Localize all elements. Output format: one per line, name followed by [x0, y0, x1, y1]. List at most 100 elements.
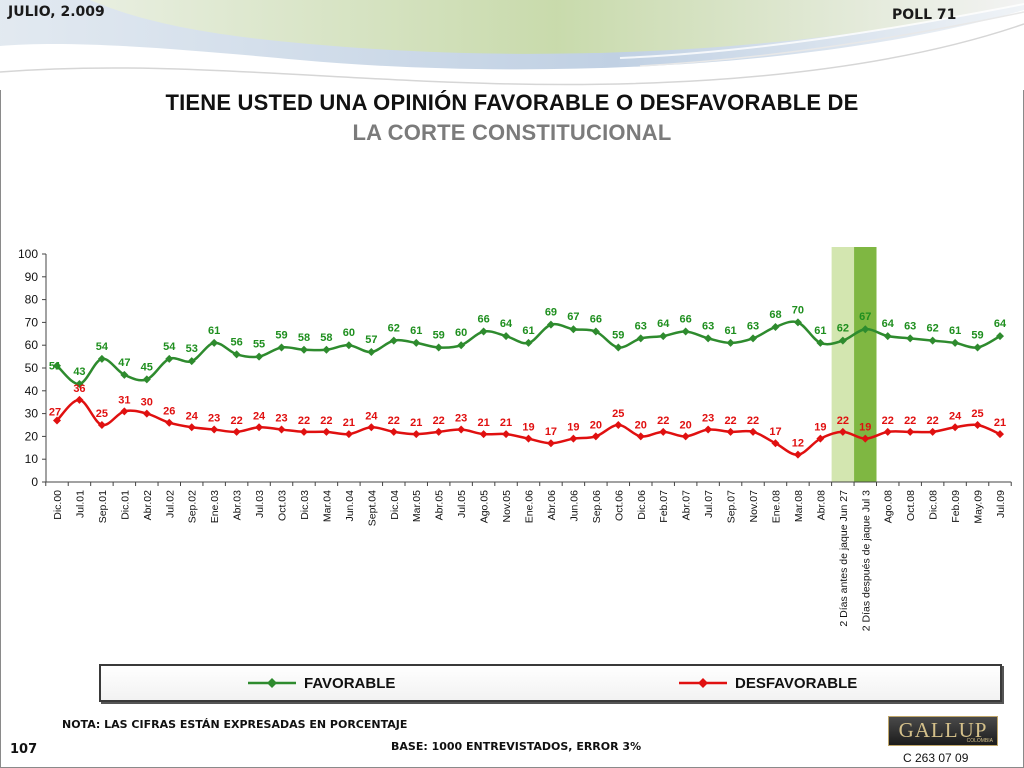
data-point-desfavorable — [591, 432, 600, 441]
data-label-favorable: 63 — [747, 320, 759, 332]
data-label-desfavorable: 24 — [949, 410, 962, 422]
data-point-favorable — [299, 345, 308, 354]
data-point-desfavorable — [928, 427, 937, 436]
data-label-desfavorable: 22 — [927, 415, 939, 427]
x-tick-label: Abr.05 — [434, 490, 446, 521]
data-label-desfavorable: 17 — [545, 426, 557, 438]
data-label-desfavorable: 21 — [500, 417, 512, 429]
data-label-desfavorable: 36 — [73, 383, 85, 395]
data-label-desfavorable: 22 — [837, 415, 849, 427]
data-point-desfavorable — [726, 427, 735, 436]
data-label-favorable: 66 — [680, 314, 692, 326]
data-point-desfavorable — [299, 427, 308, 436]
data-point-desfavorable — [187, 423, 196, 432]
data-point-favorable — [883, 332, 892, 341]
data-label-favorable: 62 — [837, 323, 849, 335]
y-tick-label: 90 — [25, 270, 39, 284]
x-tick-label: Abr.02 — [142, 490, 154, 521]
data-point-desfavorable — [255, 423, 264, 432]
data-label-desfavorable: 21 — [477, 417, 489, 429]
data-label-favorable: 43 — [73, 366, 85, 378]
data-point-desfavorable — [479, 430, 488, 439]
x-tick-label: Feb.07 — [658, 490, 670, 523]
data-point-desfavorable — [569, 434, 578, 443]
data-label-desfavorable: 30 — [141, 397, 153, 409]
data-point-desfavorable — [793, 450, 802, 459]
data-label-desfavorable: 22 — [724, 415, 736, 427]
legend-marker-desfavorable-icon — [679, 678, 727, 688]
data-point-desfavorable — [142, 409, 151, 418]
x-tick-label: Jul.01 — [74, 490, 86, 518]
data-point-desfavorable — [996, 430, 1004, 439]
data-point-favorable — [793, 318, 802, 327]
y-tick-label: 0 — [31, 475, 38, 489]
data-point-favorable — [75, 379, 84, 388]
legend-item-desfavorable: DESFAVORABLE — [679, 666, 857, 700]
data-point-desfavorable — [412, 430, 421, 439]
data-point-desfavorable — [165, 418, 174, 427]
logo-subtitle: COLOMBIA — [966, 738, 993, 744]
y-tick-label: 100 — [18, 247, 38, 261]
data-point-desfavorable — [389, 427, 398, 436]
data-point-favorable — [726, 338, 735, 347]
data-point-favorable — [614, 343, 623, 352]
data-point-desfavorable — [883, 427, 892, 436]
data-label-desfavorable: 21 — [343, 417, 355, 429]
data-point-favorable — [838, 336, 847, 345]
data-label-favorable: 61 — [814, 325, 826, 337]
highlight-band — [854, 247, 877, 482]
data-point-desfavorable — [861, 434, 870, 443]
data-point-desfavorable — [367, 423, 376, 432]
data-label-desfavorable: 22 — [388, 415, 400, 427]
data-label-desfavorable: 25 — [96, 408, 108, 420]
data-label-desfavorable: 25 — [971, 408, 983, 420]
data-label-favorable: 63 — [904, 320, 916, 332]
x-tick-label: Nov.05 — [501, 490, 513, 523]
data-point-desfavorable — [457, 425, 466, 434]
data-label-desfavorable: 20 — [635, 419, 647, 431]
data-label-favorable: 59 — [971, 329, 983, 341]
x-tick-label: Jul.05 — [456, 490, 468, 518]
data-point-favorable — [546, 320, 555, 329]
x-tick-label: Oct.03 — [277, 490, 289, 521]
data-point-desfavorable — [659, 427, 668, 436]
data-point-favorable — [771, 322, 780, 331]
legend-marker-favorable-icon — [248, 678, 296, 688]
data-point-favorable — [816, 338, 825, 347]
x-tick-label: Dic.04 — [389, 490, 401, 520]
data-point-desfavorable — [838, 427, 847, 436]
data-label-favorable: 68 — [769, 309, 781, 321]
data-label-desfavorable: 26 — [163, 406, 175, 418]
data-label-favorable: 66 — [477, 314, 489, 326]
data-point-favorable — [636, 334, 645, 343]
x-tick-label: Jun.04 — [344, 490, 356, 522]
opinion-line-chart: 0 10 20 30 40 50 60 70 80 90 100 Dic.00 Jul.01 Sep.01… — [18, 247, 1012, 631]
y-tick-label: 50 — [25, 361, 39, 375]
data-point-desfavorable — [210, 425, 219, 434]
data-point-desfavorable — [636, 432, 645, 441]
data-label-favorable: 55 — [253, 339, 265, 351]
data-label-favorable: 63 — [702, 320, 714, 332]
x-tick-label: Abr.03 — [232, 490, 244, 521]
data-label-desfavorable: 25 — [612, 408, 624, 420]
header-swoosh-decoration — [0, 0, 1024, 90]
data-point-desfavorable — [277, 425, 286, 434]
data-label-favorable: 59 — [275, 329, 287, 341]
data-point-desfavorable — [951, 423, 960, 432]
data-label-favorable: 62 — [388, 323, 400, 335]
data-point-favorable — [187, 357, 196, 366]
x-tick-label: Jul.03 — [254, 490, 266, 518]
data-point-favorable — [97, 354, 106, 363]
data-point-favorable — [569, 325, 578, 334]
x-tick-label: Feb.09 — [950, 490, 962, 523]
legend-item-favorable: FAVORABLE — [248, 666, 395, 700]
data-point-favorable — [457, 341, 466, 350]
y-tick-label: 10 — [25, 452, 39, 466]
data-label-desfavorable: 24 — [186, 410, 199, 422]
data-point-favorable — [928, 336, 937, 345]
x-tick-label: Ene.06 — [524, 490, 536, 523]
data-label-desfavorable: 20 — [680, 419, 692, 431]
data-point-favorable — [210, 338, 219, 347]
data-label-desfavorable: 22 — [230, 415, 242, 427]
x-tick-label: 2 Días antes de jaque Jun 27 — [838, 490, 850, 627]
